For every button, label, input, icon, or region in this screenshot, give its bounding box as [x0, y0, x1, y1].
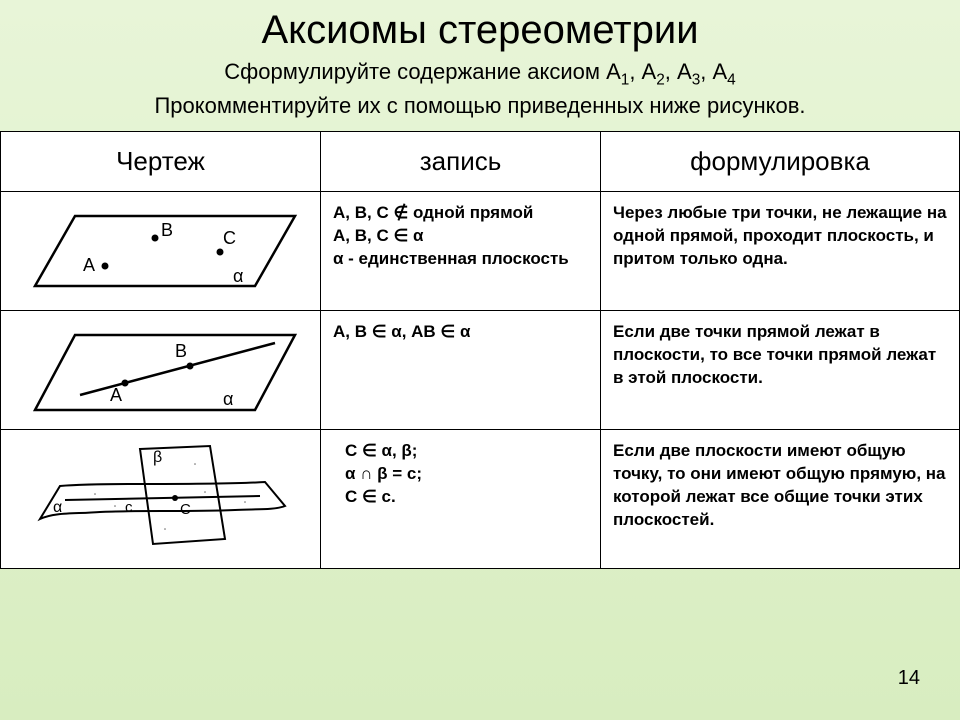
record-cell-2: А, В ∈ α, АВ ∈ α: [321, 310, 601, 429]
label-b2: B: [175, 341, 187, 361]
record-cell-1: А, В, С ∉ одной прямой А, В, С ∈ α α - е…: [321, 191, 601, 310]
axiom1-diagram: A B C α: [5, 196, 315, 306]
table-row: A B α А, В ∈ α, АВ ∈ α Если две точки пр…: [1, 310, 960, 429]
axiom2-diagram: A B α: [5, 315, 315, 425]
sub-a3: 3: [692, 71, 701, 88]
label-capC3: C: [180, 501, 191, 518]
label-beta3: β: [153, 449, 162, 466]
label-a: A: [83, 255, 95, 275]
axioms-table: Чертеж запись формулировка A B C α А, В,…: [0, 131, 960, 569]
drawing-cell-3: α β C c: [1, 429, 321, 568]
table-row: A B C α А, В, С ∉ одной прямой А, В, С ∈…: [1, 191, 960, 310]
sub-a4: 4: [727, 71, 736, 88]
subtitle-line2: Прокомментируйте их с помощью приведенны…: [154, 93, 805, 118]
formulation-cell-2: Если две точки прямой лежат в плоскости,…: [601, 310, 960, 429]
drawing-cell-2: A B α: [1, 310, 321, 429]
label-alpha2: α: [223, 389, 233, 409]
axiom3-diagram: α β C c: [5, 434, 315, 564]
table-header-row: Чертеж запись формулировка: [1, 131, 960, 191]
page-number: 14: [898, 667, 920, 690]
header-formulation: формулировка: [601, 131, 960, 191]
label-a2: A: [110, 385, 122, 405]
subtitle-line1: Сформулируйте содержание аксиом А: [224, 59, 621, 84]
formulation-cell-1: Через любые три точки, не лежащие на одн…: [601, 191, 960, 310]
label-c3: c: [125, 499, 133, 516]
label-alpha1: α: [233, 266, 243, 286]
label-alpha3: α: [53, 499, 62, 516]
table-row: α β C c С ∈ α, β; α ∩ β = с; С ∈ с. Если…: [1, 429, 960, 568]
header-record: запись: [321, 131, 601, 191]
drawing-cell-1: A B C α: [1, 191, 321, 310]
page-title: Аксиомы стереометрии: [0, 0, 960, 53]
sub-a2: 2: [656, 71, 665, 88]
label-c: C: [223, 228, 236, 248]
header-drawing: Чертеж: [1, 131, 321, 191]
formulation-cell-3: Если две плоскости имеют общую точку, то…: [601, 429, 960, 568]
record-cell-3: С ∈ α, β; α ∩ β = с; С ∈ с.: [321, 429, 601, 568]
label-b: B: [161, 220, 173, 240]
sub-a1: 1: [621, 71, 630, 88]
subtitle: Сформулируйте содержание аксиом А1, А2, …: [0, 53, 960, 131]
